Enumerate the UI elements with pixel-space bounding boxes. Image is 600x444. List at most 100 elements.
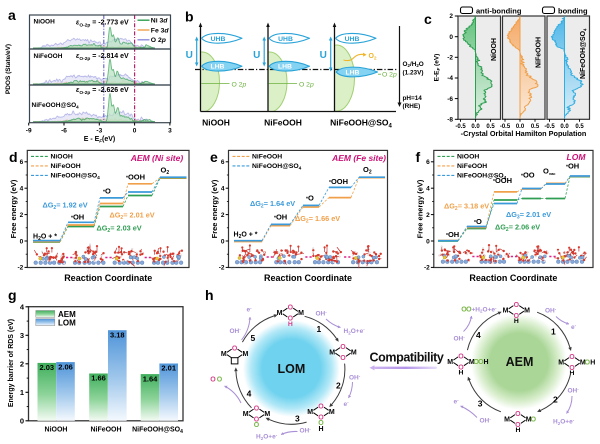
svg-text:O 2p: O 2p	[151, 37, 166, 44]
svg-text:2: 2	[336, 381, 341, 391]
svg-text:M: M	[524, 308, 530, 315]
svg-text:OH-: OH-	[454, 335, 466, 343]
svg-text:H2O+e-: H2O+e-	[344, 327, 366, 335]
svg-text:O: O	[318, 415, 324, 422]
svg-text:e-: e-	[344, 400, 350, 408]
svg-text:0.0: 0.0	[560, 124, 569, 130]
svg-text:H2O + *: H2O + *	[234, 232, 258, 241]
svg-text:M: M	[243, 411, 249, 418]
svg-text:-Crystal Orbital Hamilton Popu: -Crystal Orbital Hamilton Population	[461, 129, 587, 138]
svg-text:H: H	[459, 370, 464, 377]
svg-text:Energy barrier of RDS (eV): Energy barrier of RDS (eV)	[8, 319, 15, 407]
svg-text:e: e	[210, 149, 218, 165]
svg-text:2: 2	[553, 395, 558, 405]
svg-text:6: 6	[221, 159, 225, 166]
svg-text:NiOOH: NiOOH	[491, 38, 498, 61]
svg-text:*O: *O	[103, 187, 111, 196]
svg-text:*OH: *OH	[274, 213, 287, 222]
svg-text:O: O	[514, 313, 520, 320]
svg-text:O2: O2	[363, 165, 372, 176]
svg-text:O 2p: O 2p	[382, 72, 397, 79]
svg-text:bonding: bonding	[558, 7, 588, 16]
svg-text:O: O	[318, 420, 324, 427]
svg-text:O: O	[514, 302, 520, 309]
svg-text:O: O	[217, 376, 223, 383]
svg-text:M: M	[526, 417, 532, 424]
svg-text:4: 4	[247, 389, 252, 399]
svg-text:NiFeOOH: NiFeOOH	[90, 427, 121, 434]
svg-text:*O: *O	[306, 194, 314, 203]
svg-text:ΔG2= 2.01 eV: ΔG2= 2.01 eV	[110, 211, 155, 222]
svg-text:O: O	[458, 364, 464, 371]
svg-text:O: O	[585, 360, 591, 367]
svg-text:NiFeOOH: NiFeOOH	[34, 53, 63, 60]
svg-text:4: 4	[476, 330, 481, 340]
svg-text:O: O	[254, 406, 260, 413]
svg-text:Reaction Coordinate: Reaction Coordinate	[64, 273, 152, 283]
svg-text:1: 1	[317, 324, 322, 334]
svg-text:O: O	[569, 365, 575, 372]
svg-text:NiFeOOH: NiFeOOH	[252, 154, 282, 161]
svg-text:E - EF(eV): E - EF(eV)	[84, 136, 116, 144]
svg-text:OH-: OH-	[349, 374, 361, 382]
svg-text:Compatibility: Compatibility	[370, 351, 444, 365]
svg-text:NiFeOOH@SO4: NiFeOOH@SO4	[132, 427, 183, 436]
svg-text:4: 4	[20, 186, 24, 193]
svg-text:1: 1	[20, 388, 24, 397]
svg-text:c: c	[424, 11, 432, 27]
svg-text:H: H	[318, 426, 323, 433]
svg-text:NiOOH: NiOOH	[202, 118, 230, 128]
svg-text:LHB: LHB	[346, 70, 360, 77]
svg-text:U: U	[320, 50, 327, 61]
svg-text:OH-: OH-	[480, 417, 492, 425]
svg-text:3: 3	[168, 128, 172, 135]
svg-text:f: f	[416, 149, 421, 165]
svg-text:O: O	[461, 306, 467, 313]
svg-text:εO-2p = -2.814 eV: εO-2p = -2.814 eV	[76, 53, 129, 62]
svg-text:UHB: UHB	[345, 36, 360, 43]
svg-text:3: 3	[20, 331, 24, 340]
svg-text:anti-bonding: anti-bonding	[476, 7, 522, 16]
svg-text:O: O	[288, 316, 294, 323]
svg-text:*O: *O	[474, 217, 482, 226]
svg-text:*OOH: *OOH	[126, 173, 145, 182]
svg-text:1: 1	[551, 327, 556, 337]
svg-text:M: M	[503, 308, 509, 315]
svg-text:-2: -2	[447, 55, 453, 62]
svg-text:O: O	[466, 306, 472, 313]
svg-text:*OH: *OH	[446, 230, 459, 239]
svg-text:NiOOH: NiOOH	[34, 19, 56, 26]
svg-text:a: a	[8, 7, 16, 23]
svg-text:NiFeOOH@SO4: NiFeOOH@SO4	[51, 173, 101, 182]
svg-text:d: d	[9, 149, 18, 165]
svg-text:4: 4	[221, 186, 225, 193]
svg-text:1.64: 1.64	[143, 374, 158, 383]
svg-text:g: g	[8, 287, 17, 303]
svg-text:0: 0	[449, 34, 453, 41]
svg-text:0.0: 0.0	[516, 124, 525, 130]
svg-text:2: 2	[426, 212, 430, 219]
svg-text:ΔG2= 2.03 eV: ΔG2= 2.03 eV	[97, 224, 142, 235]
svg-text:2: 2	[20, 212, 24, 219]
svg-text:Reaction Coordinate: Reaction Coordinate	[469, 273, 557, 283]
svg-text:0.5: 0.5	[575, 124, 584, 130]
svg-text:-8: -8	[447, 117, 453, 124]
svg-text:2: 2	[20, 359, 24, 368]
svg-text:PDOS (State/eV): PDOS (State/eV)	[5, 44, 12, 94]
svg-text:-0.5: -0.5	[455, 124, 466, 130]
svg-text:-4: -4	[447, 75, 453, 82]
svg-text:e-: e-	[247, 306, 253, 314]
svg-text:H: H	[590, 360, 595, 367]
svg-text:pH=14: pH=14	[403, 95, 423, 102]
svg-text:NiOOH: NiOOH	[457, 154, 479, 161]
svg-text:M: M	[447, 359, 453, 366]
svg-text:AEM (Fe site): AEM (Fe site)	[331, 153, 386, 163]
svg-text:ΔG2= 1.64 eV: ΔG2= 1.64 eV	[250, 199, 295, 210]
svg-text:0: 0	[133, 128, 137, 135]
svg-text:UHB: UHB	[211, 36, 226, 43]
svg-text:0: 0	[426, 238, 430, 245]
svg-text:E-EF (eV): E-EF (eV)	[434, 54, 442, 82]
svg-text:O: O	[569, 354, 575, 361]
svg-text:O: O	[458, 353, 464, 360]
svg-text:H2O + *: H2O + *	[33, 233, 57, 242]
